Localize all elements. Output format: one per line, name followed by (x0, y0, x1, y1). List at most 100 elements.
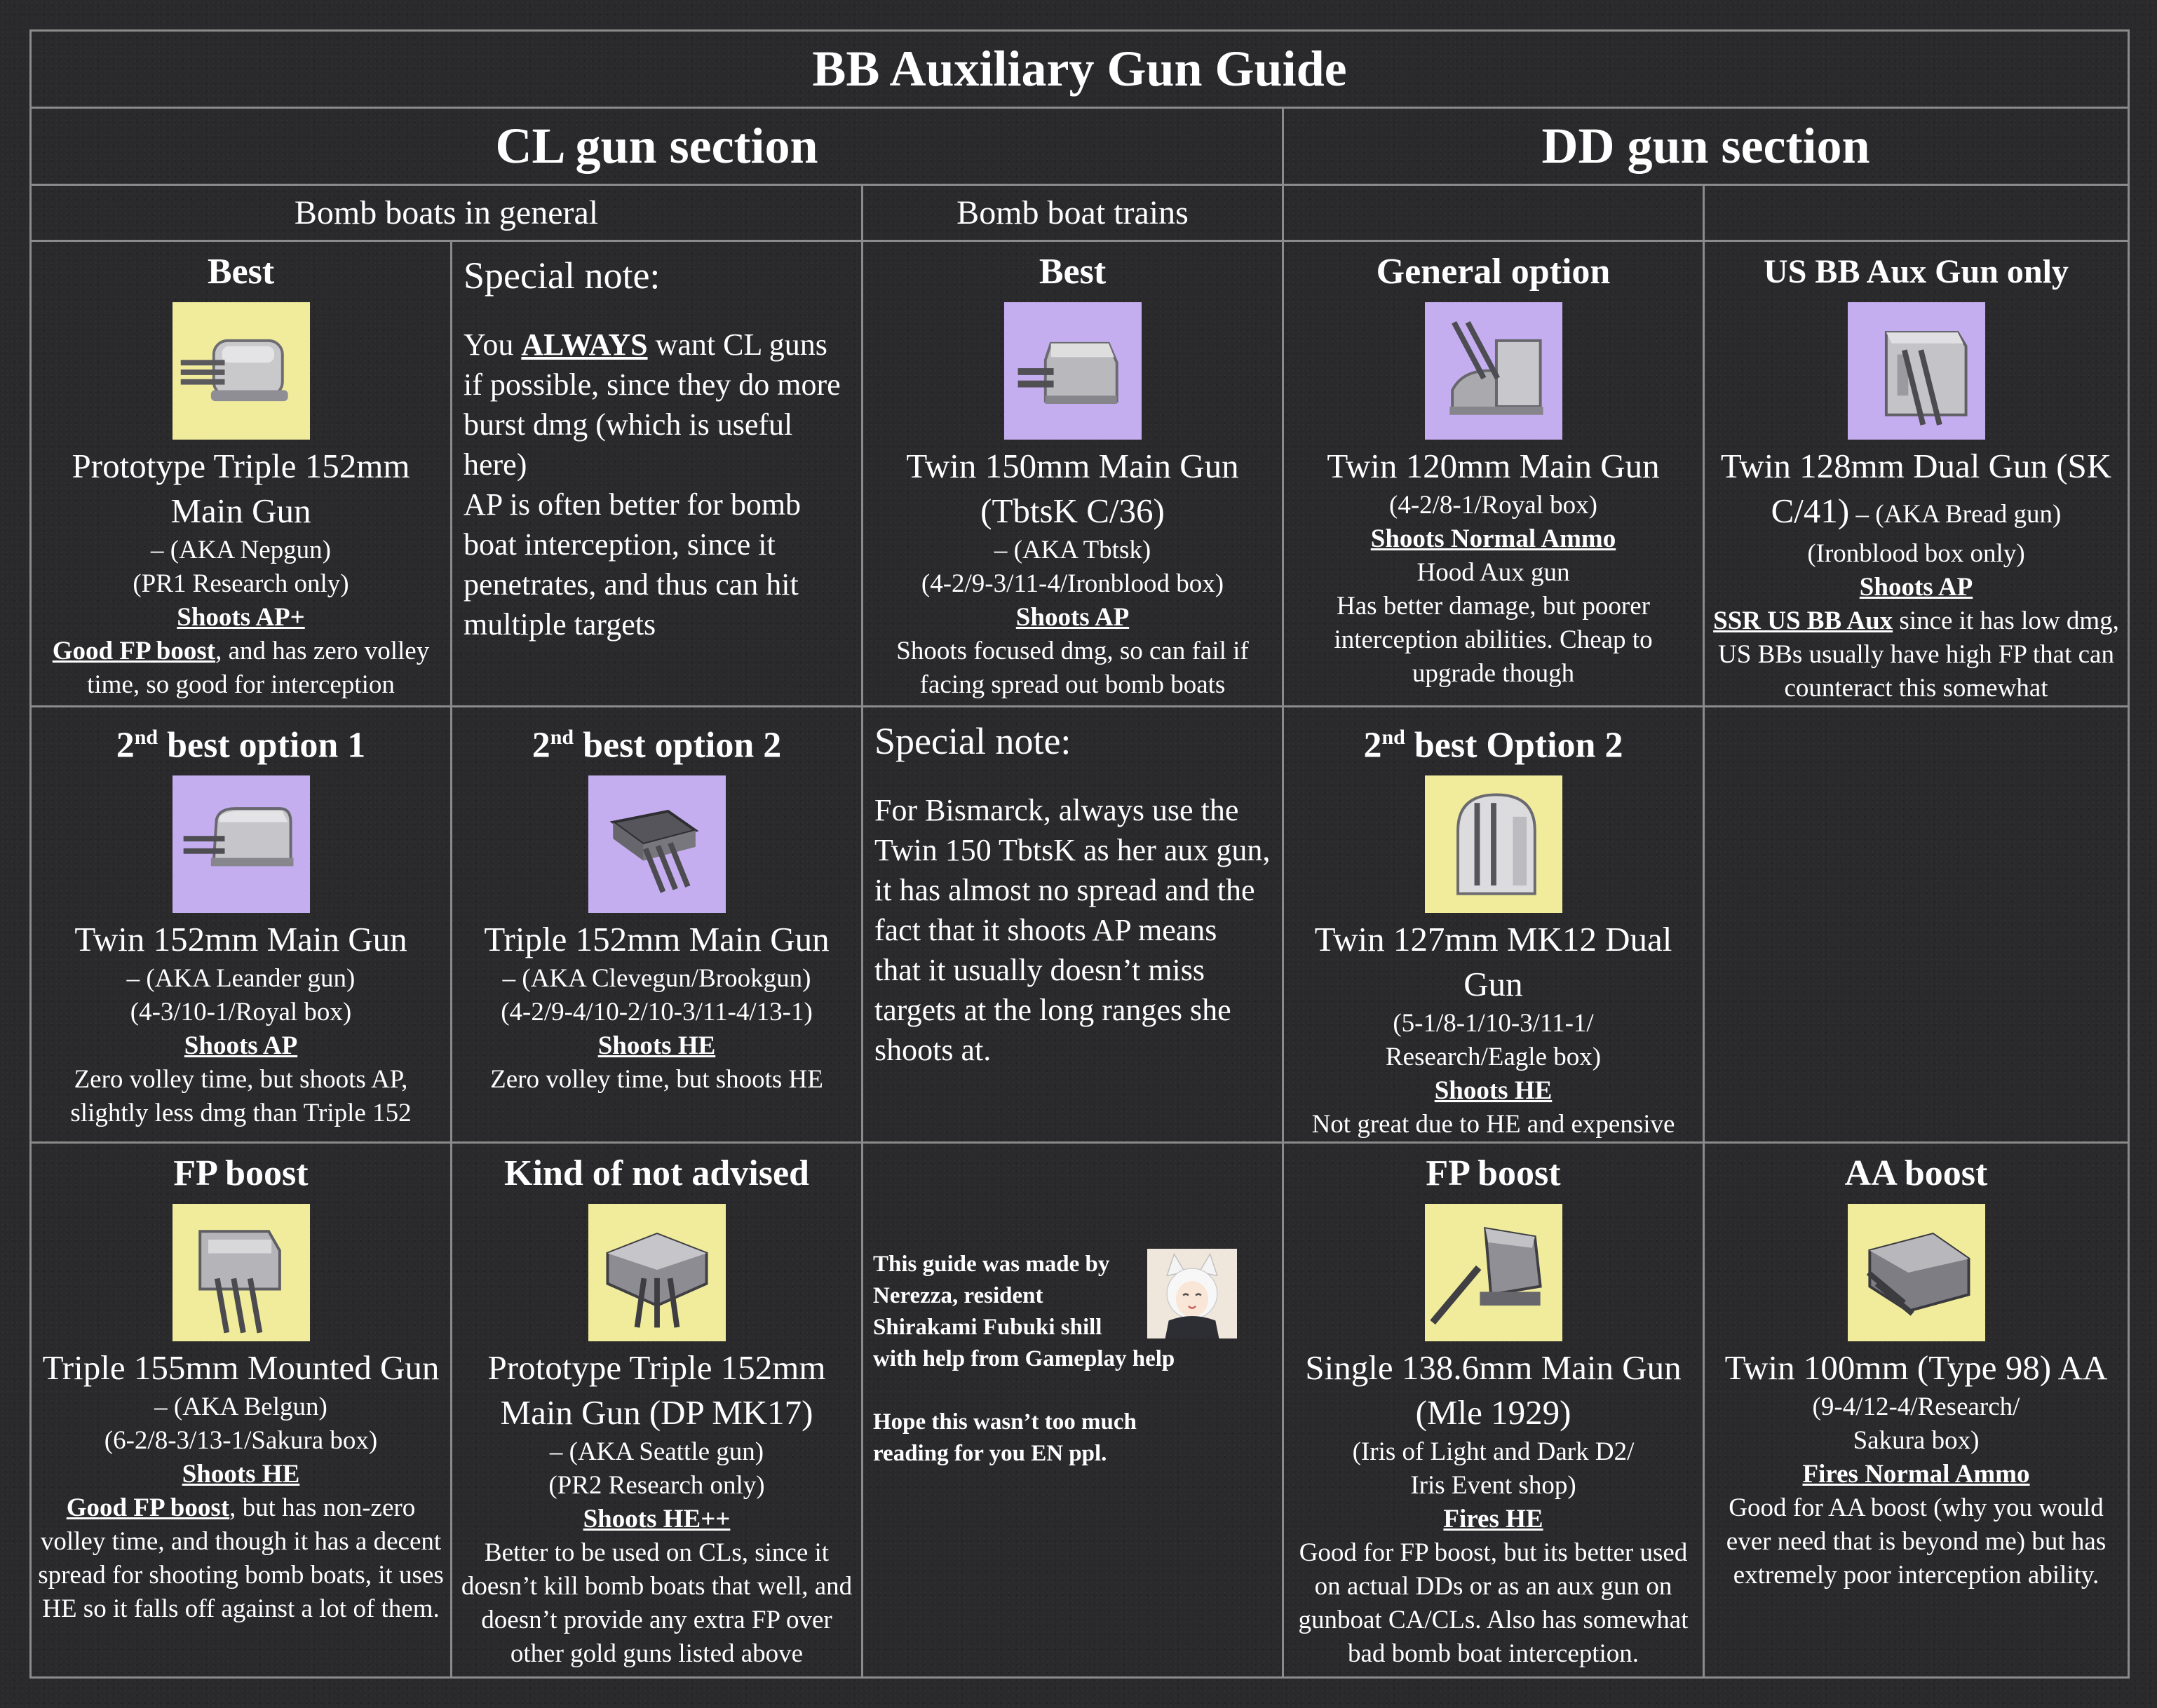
gun-note: Hood Aux gun (1416, 558, 1570, 587)
gun-aka: – (AKA Seattle gun) (549, 1437, 764, 1467)
triple-turret-dark-icon (588, 775, 726, 914)
gun-name-text: Twin 128mm Dual Gun (SK C/41) (1720, 447, 2112, 530)
gun-description: Good for AA boost (why you would ever ne… (1726, 1493, 2107, 1590)
special-note-bismarck: Special note: For Bismarck, always use t… (861, 705, 1284, 1144)
note-heading: Special note: (464, 255, 661, 297)
twin-turret-grey-icon (1003, 302, 1142, 440)
bomb-boat-trains-header: Bomb boat trains (861, 184, 1284, 242)
cell-heading: 2nd best Option 2 (1285, 716, 1702, 767)
desc-highlight: Good FP boost (66, 1493, 230, 1523)
credit-line: Shirakami Fubuki shill (873, 1315, 1102, 1341)
dd-section-header: DD gun section (1282, 107, 2130, 186)
credit-line: Nerezza, resident (873, 1283, 1043, 1309)
cell-heading: Best (207, 252, 275, 292)
gun-aka: – (AKA Tbtsk) (994, 536, 1151, 564)
train-best-cell: Best Twin 150mm Main Gun (TbtsK C/36) – … (861, 240, 1284, 707)
box-turret-icon (1847, 302, 1985, 440)
gun-source: Research/Eagle box) (1385, 1043, 1602, 1072)
triple-turret-grey-icon (172, 302, 310, 440)
heading-ordinal: nd (1381, 726, 1405, 749)
twin-turret-rounded-icon (172, 775, 310, 914)
credit-line: with help from Gameplay help (873, 1346, 1175, 1372)
desc-text: , but has non-zero volley time, and thou… (38, 1493, 444, 1624)
cl-2nd-option-1-cell: 2nd best option 1 Twin 152mm Main Gun – … (29, 705, 452, 1144)
gun-description: Good FP boost, and has zero volley time,… (33, 635, 449, 702)
dd-2nd-option-2-cell: 2nd best Option 2 Twin 127mm MK12 Dual G… (1282, 705, 1705, 1144)
heading-ordinal: nd (134, 726, 158, 749)
cell-heading: General option (1376, 252, 1611, 292)
gun-source: (4-3/10-1/Royal box) (130, 998, 352, 1027)
gun-source: Sakura box) (1853, 1426, 1980, 1456)
gun-aka: – (AKA Nepgun) (151, 536, 331, 564)
gun-aka: – (AKA Belgun) (154, 1392, 327, 1422)
ammo-type: Fires Normal Ammo (1802, 1460, 2030, 1489)
gun-source: (9-4/12-4/Research/ (1812, 1392, 2020, 1422)
ammo-type: Shoots AP (1859, 573, 1973, 602)
gun-name: Twin 128mm Dual Gun (SK C/41) – (AKA Bre… (1706, 444, 2127, 537)
cl-2nd-option-2-cell: 2nd best option 2 Triple 152mm Main Gun … (450, 705, 863, 1144)
gun-name: Twin 100mm (Type 98) AA (1724, 1348, 2108, 1388)
ammo-type: Shoots AP+ (177, 603, 305, 632)
gun-description: Better to be used on CLs, since it doesn… (461, 1538, 853, 1669)
cell-heading: US BB Aux Gun only (1764, 253, 2069, 290)
special-note-general: Special note: You ALWAYS want CL guns if… (450, 240, 863, 707)
ammo-type: Shoots HE (1434, 1076, 1553, 1106)
heading-text: 2 (532, 725, 550, 766)
dd-us-cell: US BB Aux Gun only Twin 128mm Dual Gun (… (1703, 240, 2130, 707)
credit-line: Hope this wasn’t too much (873, 1409, 1137, 1435)
gun-name: Twin 150mm Main Gun (TbtsK C/36) (906, 447, 1239, 530)
gun-name: Triple 155mm Mounted Gun (42, 1348, 440, 1388)
gun-source: Iris Event shop) (1410, 1471, 1576, 1500)
gun-description: SSR US BB Aux since it has low dmg, US B… (1706, 604, 2127, 705)
credit-text: This guide was made by Nerezza, resident… (865, 1145, 1281, 1470)
gun-source: (Ironblood box only) (1807, 539, 2025, 568)
gun-description: Has better damage, but poorer intercepti… (1334, 592, 1653, 688)
aa-twin-mount-icon (1847, 1204, 1985, 1342)
gun-source: (5-1/8-1/10-3/11-1/ (1393, 1009, 1594, 1038)
ammo-type: Shoots AP (1015, 603, 1130, 632)
triple-turret-mounted-icon (172, 1204, 310, 1342)
note-heading: Special note: (874, 720, 1071, 762)
ammo-type: Shoots AP (184, 1031, 298, 1061)
gun-name: Single 138.6mm Main Gun (Mle 1929) (1305, 1348, 1682, 1432)
fox-girl-avatar-icon (1147, 1249, 1237, 1339)
gun-description: Not great due to HE and expensive (1311, 1110, 1675, 1139)
single-mount-gun-icon (1424, 1204, 1562, 1342)
cell-heading: FP boost (173, 1153, 309, 1194)
guide-table: BB Auxiliary Gun Guide CL gun section DD… (29, 29, 2130, 1679)
desc-text: since it has low dmg, US BBs usually hav… (1718, 606, 2119, 703)
gun-source: (4-2/8-1/Royal box) (1389, 491, 1597, 520)
gun-name: Twin 152mm Main Gun (74, 920, 407, 959)
dd-fp-boost-cell: FP boost Single 138.6mm Main Gun (Mle 19… (1282, 1141, 1705, 1679)
cell-heading: Best (1039, 252, 1107, 292)
gun-source: (PR2 Research only) (548, 1471, 765, 1500)
heading-text: best Option 2 (1405, 725, 1623, 766)
credit-line: reading for you EN ppl. (873, 1441, 1107, 1467)
cell-heading: FP boost (1426, 1153, 1561, 1194)
bomb-boats-general-header: Bomb boats in general (29, 184, 863, 242)
gun-name: Twin 120mm Main Gun (1327, 447, 1660, 485)
cl-fp-boost-cell: FP boost Triple 155mm Mounted Gun – (AKA… (29, 1141, 452, 1679)
note-text: want CL guns if possible, since they do … (464, 327, 841, 482)
credit-line: This guide was made by (873, 1252, 1110, 1277)
page-title: BB Auxiliary Gun Guide (29, 29, 2130, 109)
gun-name: Prototype Triple 152mm Main Gun (DP MK17… (487, 1348, 826, 1432)
cell-heading: AA boost (1844, 1153, 1988, 1194)
gun-aka: – (AKA Clevegun/Brookgun) (502, 964, 811, 994)
gun-source: (PR1 Research only) (133, 569, 349, 598)
cl-section-header: CL gun section (29, 107, 1284, 186)
ammo-type: Fires HE (1443, 1505, 1543, 1534)
desc-text: , and has zero volley time, so good for … (87, 637, 430, 699)
ammo-type: Shoots Normal Ammo (1370, 524, 1616, 553)
empty-subheader (1703, 184, 2130, 242)
gun-description: Zero volley time, but shoots HE (490, 1065, 823, 1094)
gun-source: (Iris of Light and Dark D2/ (1352, 1437, 1635, 1467)
gun-aka: – (AKA Leander gun) (126, 964, 356, 994)
cell-heading: 2nd best option 1 (33, 716, 449, 767)
heading-text: best option 2 (574, 725, 782, 766)
gun-name: Prototype Triple 152mm Main Gun (72, 447, 410, 530)
gun-description: Shoots focused dmg, so can fail if facin… (896, 637, 1249, 699)
dd-general-cell: General option Twin 120mm Main Gun (4-2/… (1282, 240, 1705, 707)
dome-mount-gun-icon (1424, 775, 1562, 914)
ammo-type: Shoots HE++ (583, 1505, 731, 1534)
